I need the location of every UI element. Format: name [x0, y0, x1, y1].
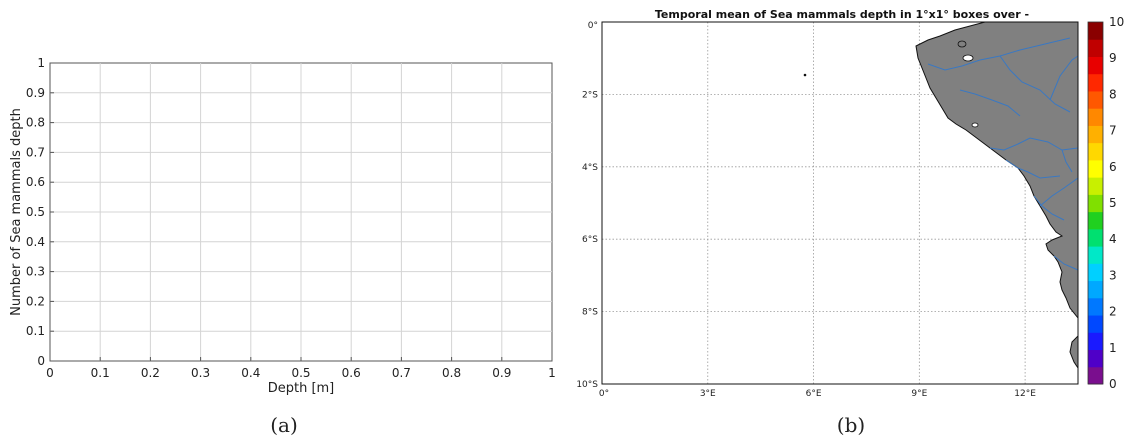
latitude-label: 8°S	[582, 308, 598, 318]
colorbar-segment	[1088, 39, 1103, 57]
latitude-label: 2°S	[582, 90, 598, 100]
colorbar-segment	[1088, 211, 1103, 230]
histogram-panel: 0 0.1 0.2 0.3 0.4 0.5 0.6 0.7 0.8 0.9 1 0 0.1 0.2 0.3…	[9, 56, 556, 437]
small-island-dot	[803, 73, 807, 77]
longitude-label: 0°	[599, 389, 609, 399]
x-tick-label: 0.7	[392, 366, 411, 380]
colorbar-segment	[1088, 159, 1103, 178]
colorbar-tick-labels: 0 1 2 3 4 5 6 7 8 9 10	[1109, 15, 1124, 391]
y-tick-label: 0.9	[26, 86, 45, 100]
colorbar-tick-label: 6	[1109, 160, 1117, 174]
longitude-label: 12°E	[1014, 389, 1036, 399]
map-title: Temporal mean of Sea mammals depth in 1°…	[655, 8, 1029, 21]
colorbar-segment	[1088, 194, 1103, 213]
latitude-label: 10°S	[576, 380, 598, 390]
panel-label-b: (b)	[837, 413, 865, 437]
island	[957, 40, 967, 48]
y-tick-label: 0.3	[26, 265, 45, 279]
longitude-label: 3°E	[700, 389, 716, 399]
latitude-label: 0°	[588, 21, 598, 31]
longitude-label: 6°E	[806, 389, 822, 399]
colorbar-tick-label: 8	[1109, 87, 1117, 101]
histogram-x-axis-label: Depth [m]	[268, 381, 335, 396]
map-longitude-labels: 0° 3°E 6°E 9°E 12°E	[599, 389, 1036, 399]
river	[1049, 55, 1079, 101]
colorbar-tick-label: 9	[1109, 51, 1117, 65]
colorbar-tick-label: 5	[1109, 196, 1117, 210]
panel-label-a: (a)	[270, 413, 298, 437]
colorbar-segment	[1088, 332, 1103, 351]
colorbar-segment	[1088, 90, 1103, 109]
x-tick-label: 0.9	[492, 366, 511, 380]
colorbar-segment	[1088, 297, 1103, 316]
x-tick-label: 0.3	[191, 366, 210, 380]
x-tick-label: 0.6	[342, 366, 361, 380]
colorbar-tick-label: 7	[1109, 124, 1117, 138]
colorbar-segment	[1088, 56, 1103, 75]
histogram-grid	[49, 62, 553, 362]
river	[999, 55, 1071, 113]
colorbar-segment	[1088, 73, 1103, 92]
colorbar-segment	[1088, 177, 1103, 195]
colorbar-tick-label: 3	[1109, 268, 1117, 282]
colorbar-segment	[1088, 246, 1103, 264]
colorbar-tick-label: 0	[1109, 377, 1117, 391]
histogram-y-axis-label: Number of Sea mammals depth	[9, 108, 24, 316]
colorbar-tick-label: 10	[1109, 15, 1124, 29]
y-tick-label: 0.7	[26, 145, 45, 159]
river	[1033, 195, 1065, 221]
colorbar-tick-label: 2	[1109, 305, 1117, 319]
y-tick-label: 0.2	[26, 294, 45, 308]
longitude-label: 9°E	[911, 389, 927, 399]
river	[959, 89, 1021, 117]
y-tick-label: 0.5	[26, 205, 45, 219]
latitude-label: 4°S	[582, 163, 598, 173]
y-tick-label: 0	[37, 354, 45, 368]
colorbar-segment	[1088, 366, 1103, 385]
x-tick-label: 0.4	[241, 366, 260, 380]
colorbar-segment	[1088, 22, 1103, 40]
y-tick-label: 0.4	[26, 235, 45, 249]
y-tick-label: 0.1	[26, 324, 45, 338]
y-tick-label: 1	[37, 56, 45, 70]
y-tick-label: 0.8	[26, 116, 45, 130]
colorbar-segment	[1088, 280, 1103, 299]
river	[1005, 159, 1061, 179]
river	[1061, 149, 1073, 173]
colorbar-segment	[1088, 125, 1103, 144]
lake	[962, 54, 974, 62]
map-frame	[601, 21, 1079, 385]
x-tick-label: 0.8	[442, 366, 461, 380]
latitude-label: 6°S	[582, 235, 598, 245]
colorbar-frame	[1087, 21, 1104, 385]
colorbar-tick-label: 4	[1109, 232, 1117, 246]
x-tick-label: 1	[548, 366, 556, 380]
histogram-x-tick-labels: 0 0.1 0.2 0.3 0.4 0.5 0.6 0.7 0.8 0.9 1	[46, 366, 556, 380]
x-tick-label: 0.2	[141, 366, 160, 380]
colorbar-segment	[1088, 108, 1103, 126]
river	[1053, 255, 1079, 271]
river	[927, 37, 1071, 71]
colorbar-segment	[1088, 228, 1103, 247]
colorbar-segment	[1088, 142, 1103, 161]
river	[1039, 177, 1079, 207]
x-tick-label: 0.1	[91, 366, 110, 380]
colorbar-tick-label: 1	[1109, 341, 1117, 355]
x-tick-label: 0.5	[291, 366, 310, 380]
colorbar-segment	[1088, 349, 1103, 368]
y-tick-label: 0.6	[26, 175, 45, 189]
histogram-y-tick-labels: 0 0.1 0.2 0.3 0.4 0.5 0.6 0.7 0.8 0.9 1	[26, 56, 45, 368]
rivers	[927, 37, 1079, 271]
colorbar	[1087, 21, 1104, 385]
colorbar-segment	[1088, 263, 1103, 282]
map-panel: Temporal mean of Sea mammals depth in 1°…	[576, 8, 1124, 437]
map-latitude-labels: 0° 2°S 4°S 6°S 8°S 10°S	[576, 21, 598, 390]
colorbar-segment	[1088, 315, 1103, 333]
x-tick-label: 0	[46, 366, 54, 380]
lake	[971, 122, 979, 128]
